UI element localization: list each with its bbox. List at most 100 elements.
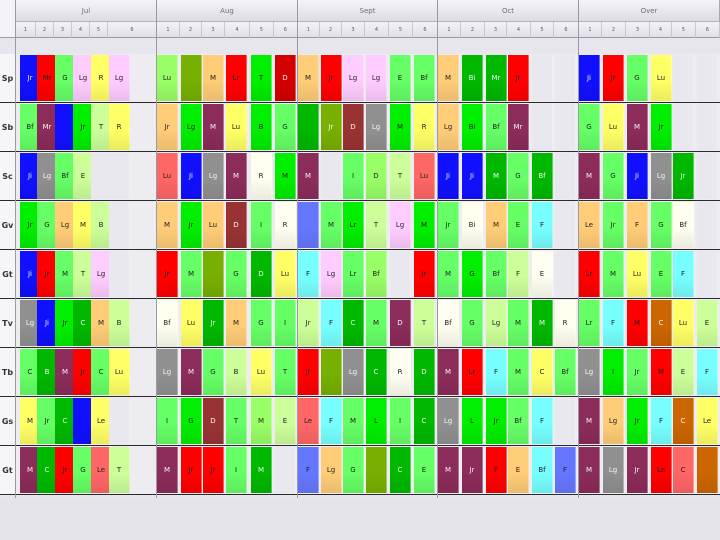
column-subheader[interactable]: 2: [461, 22, 485, 38]
schedule-cell[interactable]: D: [251, 251, 272, 297]
column-subheader[interactable]: 4: [365, 22, 389, 38]
schedule-cell[interactable]: M: [298, 153, 319, 199]
schedule-cell[interactable]: Lg: [486, 300, 507, 346]
schedule-cell[interactable]: [532, 55, 553, 101]
schedule-cell[interactable]: Ji: [37, 300, 58, 346]
schedule-cell[interactable]: Jr: [321, 104, 342, 150]
schedule-cell[interactable]: Bf: [157, 300, 178, 346]
schedule-cell[interactable]: Lu: [603, 104, 624, 150]
column-subheader[interactable]: 5: [531, 22, 554, 38]
schedule-cell[interactable]: Bf: [555, 349, 576, 395]
schedule-cell[interactable]: C: [651, 300, 672, 346]
schedule-cell[interactable]: F: [298, 251, 319, 297]
schedule-cell[interactable]: M: [203, 104, 224, 150]
column-group-header[interactable]: Over: [579, 0, 720, 22]
schedule-cell[interactable]: M: [55, 251, 76, 297]
schedule-cell[interactable]: Bf: [486, 251, 507, 297]
schedule-cell[interactable]: Jr: [627, 398, 648, 444]
schedule-cell[interactable]: Jr: [603, 55, 624, 101]
schedule-cell[interactable]: T: [109, 447, 130, 493]
schedule-cell[interactable]: Ji: [438, 153, 459, 199]
schedule-cell[interactable]: [275, 447, 296, 493]
schedule-cell[interactable]: M: [414, 202, 435, 248]
schedule-cell[interactable]: Jr: [298, 349, 319, 395]
schedule-cell[interactable]: [73, 398, 94, 444]
schedule-cell[interactable]: F: [697, 349, 718, 395]
schedule-cell[interactable]: F: [486, 349, 507, 395]
schedule-cell[interactable]: G: [251, 300, 272, 346]
schedule-cell[interactable]: G: [462, 300, 483, 346]
schedule-cell[interactable]: Lu: [226, 104, 247, 150]
schedule-cell[interactable]: Lu: [251, 349, 272, 395]
schedule-cell[interactable]: Lr: [343, 202, 364, 248]
schedule-cell[interactable]: Jr: [651, 104, 672, 150]
schedule-cell[interactable]: Lu: [157, 55, 178, 101]
schedule-cell[interactable]: Lr: [579, 300, 600, 346]
schedule-cell[interactable]: C: [390, 447, 411, 493]
schedule-cell[interactable]: R: [414, 104, 435, 150]
schedule-cell[interactable]: Ji: [462, 153, 483, 199]
schedule-cell[interactable]: M: [579, 153, 600, 199]
schedule-cell[interactable]: F: [532, 202, 553, 248]
column-subheader[interactable]: 2: [36, 22, 54, 38]
schedule-cell[interactable]: F: [651, 398, 672, 444]
schedule-cell[interactable]: [697, 251, 718, 297]
schedule-cell[interactable]: M: [251, 447, 272, 493]
schedule-cell[interactable]: F: [321, 300, 342, 346]
schedule-cell[interactable]: M: [579, 447, 600, 493]
schedule-cell[interactable]: Lu: [673, 300, 694, 346]
schedule-cell[interactable]: R: [275, 202, 296, 248]
schedule-cell[interactable]: Jr: [321, 55, 342, 101]
schedule-cell[interactable]: Lu: [203, 202, 224, 248]
column-subheader[interactable]: 6: [413, 22, 438, 38]
schedule-cell[interactable]: Lu: [651, 55, 672, 101]
schedule-cell[interactable]: Lg: [438, 398, 459, 444]
column-subheader[interactable]: 5: [389, 22, 413, 38]
schedule-cell[interactable]: G: [651, 202, 672, 248]
schedule-cell[interactable]: I: [251, 202, 272, 248]
schedule-cell[interactable]: Jr: [20, 55, 41, 101]
schedule-cell[interactable]: G: [462, 251, 483, 297]
column-subheader[interactable]: 4: [72, 22, 90, 38]
schedule-cell[interactable]: [555, 398, 576, 444]
schedule-cell[interactable]: Bf: [414, 55, 435, 101]
schedule-cell[interactable]: G: [226, 251, 247, 297]
schedule-cell[interactable]: T: [226, 398, 247, 444]
column-subheader[interactable]: 1: [16, 22, 36, 38]
schedule-cell[interactable]: Jr: [181, 202, 202, 248]
schedule-cell[interactable]: F: [486, 447, 507, 493]
schedule-cell[interactable]: F: [555, 447, 576, 493]
schedule-cell[interactable]: C: [20, 349, 41, 395]
schedule-cell[interactable]: Bf: [366, 251, 387, 297]
column-subheader[interactable]: 3: [342, 22, 365, 38]
schedule-cell[interactable]: Bf: [438, 300, 459, 346]
schedule-cell[interactable]: M: [203, 55, 224, 101]
schedule-cell[interactable]: G: [55, 55, 76, 101]
schedule-cell[interactable]: F: [532, 398, 553, 444]
schedule-cell[interactable]: Le: [579, 202, 600, 248]
schedule-cell[interactable]: D: [366, 153, 387, 199]
schedule-cell[interactable]: Bf: [532, 153, 553, 199]
schedule-cell[interactable]: F: [508, 251, 529, 297]
schedule-cell[interactable]: Lu: [181, 300, 202, 346]
schedule-cell[interactable]: M: [579, 398, 600, 444]
schedule-cell[interactable]: [109, 153, 130, 199]
schedule-cell[interactable]: Ji: [579, 55, 600, 101]
column-subheader[interactable]: 1: [438, 22, 461, 38]
schedule-cell[interactable]: M: [508, 349, 529, 395]
column-subheader[interactable]: 4: [650, 22, 672, 38]
schedule-cell[interactable]: M: [438, 349, 459, 395]
schedule-cell[interactable]: Lg: [55, 202, 76, 248]
schedule-cell[interactable]: [555, 153, 576, 199]
schedule-cell[interactable]: Lg: [343, 55, 364, 101]
schedule-cell[interactable]: M: [73, 202, 94, 248]
schedule-cell[interactable]: B: [226, 349, 247, 395]
schedule-cell[interactable]: Bf: [486, 104, 507, 150]
schedule-cell[interactable]: I: [390, 398, 411, 444]
schedule-cell[interactable]: Jr: [203, 300, 224, 346]
schedule-cell[interactable]: Lu: [414, 153, 435, 199]
schedule-cell[interactable]: L: [462, 398, 483, 444]
schedule-cell[interactable]: M: [181, 251, 202, 297]
schedule-cell[interactable]: C: [366, 349, 387, 395]
schedule-cell[interactable]: Lg: [390, 202, 411, 248]
